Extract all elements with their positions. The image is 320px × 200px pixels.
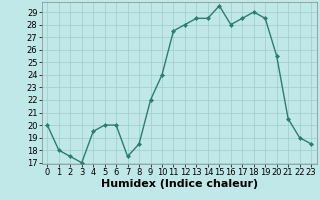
X-axis label: Humidex (Indice chaleur): Humidex (Indice chaleur): [100, 179, 258, 189]
